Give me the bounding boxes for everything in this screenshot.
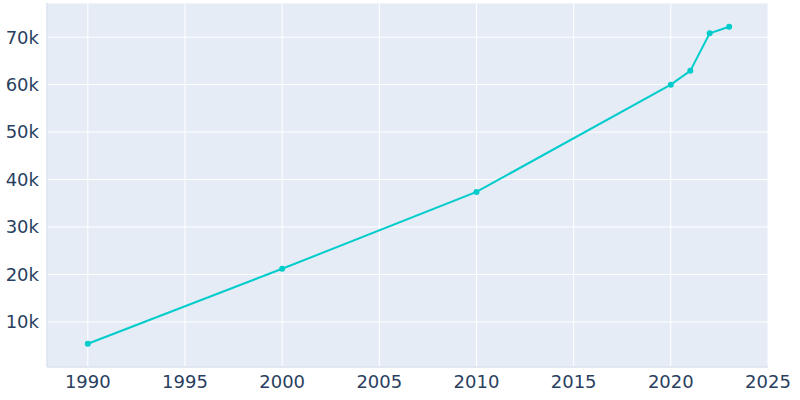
svg-text:60k: 60k <box>8 74 40 95</box>
svg-text:40k: 40k <box>8 169 40 190</box>
svg-text:2015: 2015 <box>551 371 597 392</box>
svg-text:1990: 1990 <box>65 371 111 392</box>
svg-text:30k: 30k <box>8 216 40 237</box>
svg-text:1995: 1995 <box>162 371 208 392</box>
svg-text:2025: 2025 <box>745 371 791 392</box>
svg-text:2005: 2005 <box>356 371 402 392</box>
svg-text:2010: 2010 <box>454 371 500 392</box>
svg-text:10k: 10k <box>8 311 40 332</box>
svg-text:2020: 2020 <box>648 371 694 392</box>
svg-text:2000: 2000 <box>259 371 305 392</box>
svg-text:20k: 20k <box>8 264 40 285</box>
svg-text:50k: 50k <box>8 121 40 142</box>
svg-text:70k: 70k <box>8 27 40 48</box>
